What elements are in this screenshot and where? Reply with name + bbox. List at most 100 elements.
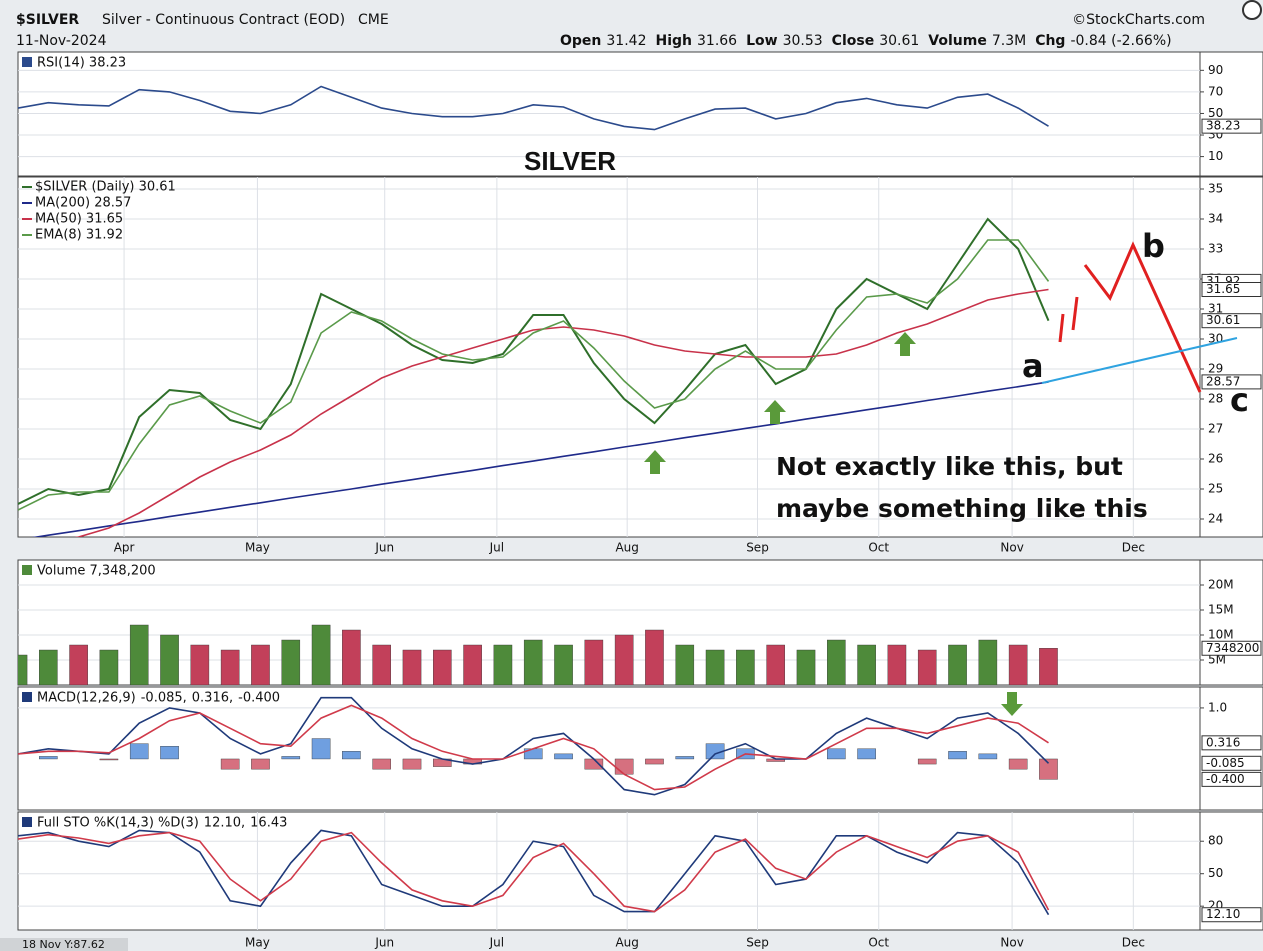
x-tick-label: Sep xyxy=(746,936,769,950)
value-tag: -0.400 xyxy=(1206,772,1245,786)
x-tick-label: Jul xyxy=(489,541,504,555)
quote-value: 31.66 xyxy=(697,33,737,49)
bar xyxy=(1008,644,1028,685)
x-tick-label: Dec xyxy=(1122,936,1145,950)
y-tick-label: 10 xyxy=(1208,149,1223,163)
legend-entry: 0.316, xyxy=(192,691,233,706)
series-line xyxy=(18,239,1050,511)
bar xyxy=(372,644,391,685)
bar xyxy=(463,644,482,685)
legend-entry: MA(50) 31.65 xyxy=(35,212,123,227)
y-tick-label: 24 xyxy=(1208,512,1223,526)
bar xyxy=(39,649,58,685)
bar xyxy=(554,753,573,760)
quote-line: Open 31.42 High 31.66 Low 30.53 Close 30.61 Volu… xyxy=(560,33,1172,49)
bar xyxy=(402,649,422,685)
series-line xyxy=(18,829,1050,916)
quote-key: Volume xyxy=(928,33,987,49)
bar xyxy=(220,649,240,685)
x-tick-label: May xyxy=(245,936,270,950)
panel-background xyxy=(17,811,1201,931)
bar xyxy=(827,639,846,685)
bar xyxy=(190,644,210,685)
x-tick-label: Aug xyxy=(615,541,638,555)
bar xyxy=(1039,758,1058,780)
bar xyxy=(978,639,998,685)
quote-value: 7.3M xyxy=(992,33,1026,49)
legend-entry: 12.10, xyxy=(204,816,245,831)
value-tag-box xyxy=(1201,640,1262,656)
bar xyxy=(766,644,785,685)
legend-entry: -0.400 xyxy=(238,691,280,706)
bar xyxy=(948,644,967,685)
legend-entry: $SILVER (Daily) 30.61 xyxy=(35,180,176,195)
bar xyxy=(645,629,664,685)
bar xyxy=(554,644,573,685)
bar xyxy=(1039,648,1058,685)
value-tag: 31.65 xyxy=(1206,282,1240,296)
value-tag-box xyxy=(1201,313,1262,329)
up-arrow xyxy=(764,400,786,424)
legend-icon xyxy=(22,57,32,67)
value-tag-box xyxy=(1201,282,1262,297)
bar xyxy=(281,639,301,685)
bar xyxy=(614,634,634,685)
bar xyxy=(129,624,149,685)
y-tick-label: 31 xyxy=(1208,302,1223,316)
close-icon[interactable] xyxy=(1242,0,1262,20)
date: 11-Nov-2024 xyxy=(16,33,107,49)
y-tick-label: 1.0 xyxy=(1208,700,1227,714)
down-arrow xyxy=(1001,692,1023,716)
bar xyxy=(614,758,634,775)
bar xyxy=(675,644,695,685)
panel: Apr May Jun Jul Aug Sep Oct Nov Dec 24 25 26 27 28 29 3… xyxy=(17,176,1263,555)
wave-label: a xyxy=(1022,347,1044,385)
value-tag: 0.316 xyxy=(1206,735,1240,749)
value-tag: 30.61 xyxy=(1206,313,1240,327)
plot xyxy=(18,85,1049,131)
legend-entry: 16.43 xyxy=(250,816,287,831)
legend-icon xyxy=(22,817,32,827)
series-line xyxy=(18,831,1050,913)
value-tag: 38.23 xyxy=(1206,119,1240,133)
bar xyxy=(827,748,846,760)
bar xyxy=(342,751,361,760)
series-line xyxy=(31,381,1049,537)
x-tick-label: Aug xyxy=(615,936,638,950)
series-line xyxy=(74,288,1049,537)
value-tag-box xyxy=(1201,374,1262,390)
legend-entry: RSI(14) 38.23 xyxy=(37,56,126,71)
bar xyxy=(69,644,88,685)
plot xyxy=(18,696,1058,796)
bar xyxy=(39,756,58,760)
y-tick-label: 50 xyxy=(1208,866,1223,880)
y-tick-label: 50 xyxy=(1208,106,1223,120)
value-tag-box xyxy=(1201,735,1262,751)
quote-value: 30.61 xyxy=(879,33,919,49)
value-tag: -0.085 xyxy=(1206,756,1245,770)
panels: Apr May Jun Jul Aug Sep Oct Nov Dec 24 25 26 27 28 29 3… xyxy=(17,51,1263,950)
bar xyxy=(705,649,725,685)
panel: 1.0 MACD(12,26,9) -0.085, 0.316, -0.400 0.316… xyxy=(17,686,1263,811)
bar xyxy=(917,758,937,765)
series-line xyxy=(18,85,1049,131)
bar xyxy=(917,649,937,685)
axis-background xyxy=(1199,176,1263,538)
bar xyxy=(281,756,301,760)
bar xyxy=(736,649,755,685)
bar xyxy=(978,753,998,760)
axis-background xyxy=(1199,51,1263,177)
bar xyxy=(18,654,28,685)
series-line xyxy=(18,217,1050,505)
bar xyxy=(493,644,513,685)
x-tick-label: Apr xyxy=(114,541,135,555)
quote-key: Close xyxy=(832,33,875,49)
y-tick-label: 35 xyxy=(1208,182,1223,196)
bar xyxy=(887,644,907,685)
series-line xyxy=(18,704,1049,791)
bar xyxy=(99,649,119,685)
legend-entry: Volume 7,348,200 xyxy=(37,564,156,579)
quote-key: Low xyxy=(746,33,778,49)
y-tick-label: 29 xyxy=(1208,362,1223,376)
